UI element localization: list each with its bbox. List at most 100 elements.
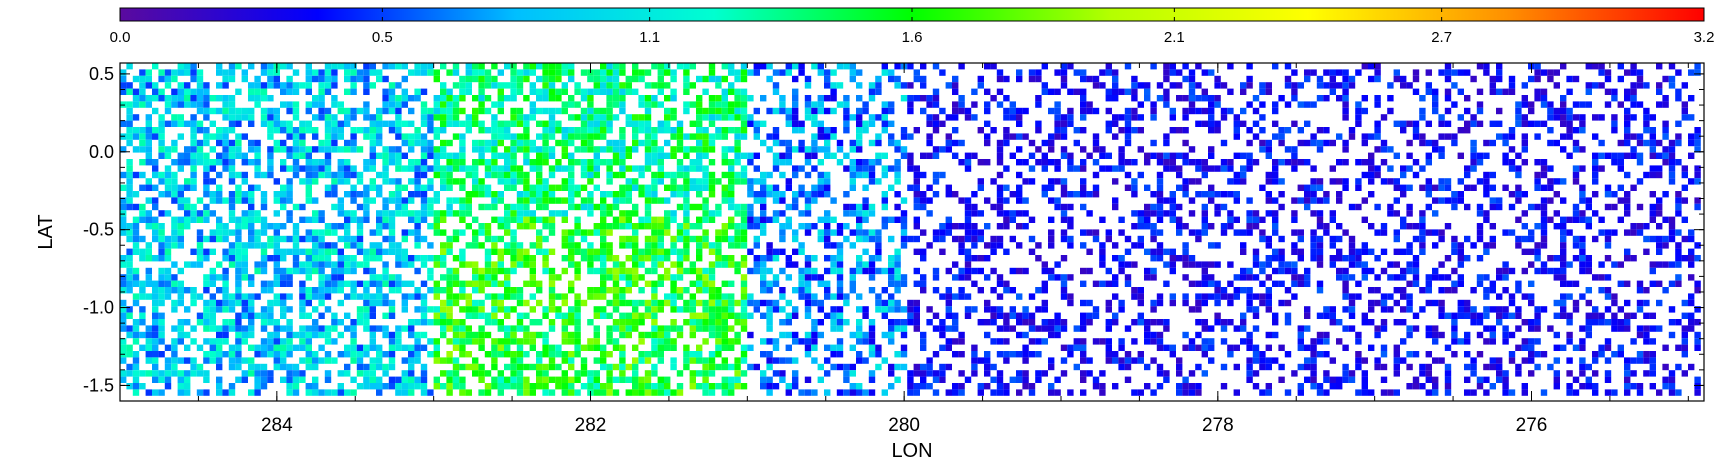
heatmap-cell: [548, 165, 556, 172]
heatmap-cell: [1252, 255, 1260, 262]
heatmap-cell: [593, 69, 600, 76]
heatmap-cell: [1009, 267, 1016, 275]
heatmap-cell: [164, 280, 172, 287]
heatmap-cell: [1585, 82, 1592, 89]
heatmap-cell: [644, 139, 652, 147]
heatmap-cell: [273, 242, 280, 249]
heatmap-cell: [1572, 216, 1580, 223]
heatmap-cell: [715, 133, 722, 140]
heatmap-cell: [702, 203, 709, 211]
heatmap-cell: [324, 139, 332, 147]
heatmap-cell: [1156, 210, 1164, 217]
heatmap-cell: [120, 82, 127, 89]
heatmap-cell: [337, 274, 344, 281]
heatmap-cell: [964, 312, 972, 319]
heatmap-cell: [337, 171, 344, 179]
heatmap-cell: [561, 312, 568, 319]
heatmap-cell: [792, 114, 799, 121]
heatmap-cell: [1355, 101, 1362, 108]
heatmap-cell: [1208, 95, 1215, 102]
heatmap-cell: [766, 63, 773, 70]
heatmap-cell: [664, 184, 671, 191]
heatmap-cell: [1316, 242, 1324, 249]
heatmap-cell: [433, 280, 440, 287]
heatmap-cell: [900, 210, 908, 217]
heatmap-cell: [472, 306, 479, 313]
heatmap-cell: [1508, 229, 1516, 236]
heatmap-cell: [1688, 293, 1695, 300]
heatmap-cell: [1483, 69, 1490, 76]
heatmap-cell: [420, 159, 428, 166]
heatmap-cell: [619, 216, 626, 223]
heatmap-cell: [817, 171, 824, 179]
heatmap-cell: [849, 75, 856, 83]
heatmap-cell: [414, 242, 421, 249]
heatmap-cell: [331, 261, 338, 268]
heatmap-cell: [120, 255, 127, 262]
heatmap-cell: [1208, 107, 1215, 115]
heatmap-cell: [190, 248, 197, 255]
heatmap-cell: [497, 120, 504, 127]
heatmap-cell: [248, 63, 255, 70]
heatmap-cell: [312, 242, 319, 249]
heatmap-cell: [427, 120, 434, 127]
heatmap-cell: [977, 255, 984, 262]
heatmap-cell: [811, 267, 818, 275]
heatmap-cell: [798, 280, 805, 287]
heatmap-cell: [862, 120, 869, 127]
heatmap-cell: [190, 171, 197, 179]
heatmap-cell: [1137, 101, 1144, 108]
heatmap-cell: [510, 184, 517, 191]
heatmap-cell: [529, 280, 536, 287]
heatmap-cell: [318, 267, 325, 275]
heatmap-cell: [331, 171, 338, 179]
heatmap-cell: [728, 191, 735, 198]
heatmap-cell: [984, 197, 991, 204]
heatmap-cell: [1553, 82, 1560, 89]
heatmap-cell: [721, 235, 728, 243]
heatmap-cell: [132, 267, 140, 275]
heatmap-cell: [145, 210, 152, 217]
heatmap-cell: [363, 203, 370, 211]
heatmap-cell: [612, 261, 620, 268]
heatmap-cell: [1291, 88, 1298, 95]
heatmap-cell: [574, 133, 581, 140]
heatmap-cell: [446, 95, 453, 102]
heatmap-cell: [734, 101, 741, 108]
heatmap-cell: [1092, 139, 1100, 147]
heatmap-cell: [126, 159, 133, 166]
heatmap-cell: [241, 159, 248, 166]
heatmap-cell: [1540, 267, 1548, 275]
heatmap-cell: [1355, 203, 1362, 211]
heatmap-cell: [126, 165, 133, 172]
heatmap-cell: [209, 312, 216, 319]
heatmap-cell: [606, 88, 613, 95]
heatmap-cell: [280, 127, 287, 134]
heatmap-cell: [1560, 133, 1567, 140]
heatmap-cell: [1630, 146, 1637, 153]
heatmap-cell: [1361, 63, 1368, 70]
heatmap-cell: [203, 280, 210, 287]
heatmap-cell: [1316, 210, 1324, 217]
heatmap-cell: [632, 184, 639, 191]
heatmap-cell: [248, 82, 255, 89]
heatmap-cell: [644, 210, 652, 217]
heatmap-cell: [1534, 120, 1541, 127]
heatmap-cell: [408, 293, 415, 300]
heatmap-cell: [856, 293, 863, 300]
heatmap-cell: [388, 95, 396, 102]
heatmap-cell: [1585, 267, 1592, 275]
heatmap-cell: [664, 69, 671, 76]
heatmap-cell: [900, 274, 908, 281]
heatmap-cell: [952, 261, 959, 268]
heatmap-cell: [1220, 139, 1228, 147]
heatmap-cell: [900, 82, 908, 89]
heatmap-cell: [1649, 133, 1656, 140]
heatmap-cell: [1016, 146, 1023, 153]
heatmap-cell: [1003, 133, 1010, 140]
heatmap-cell: [1476, 203, 1484, 211]
heatmap-cell: [1470, 75, 1477, 83]
heatmap-cell: [1201, 293, 1208, 300]
heatmap-cell: [638, 114, 645, 121]
heatmap-cell: [664, 267, 671, 275]
